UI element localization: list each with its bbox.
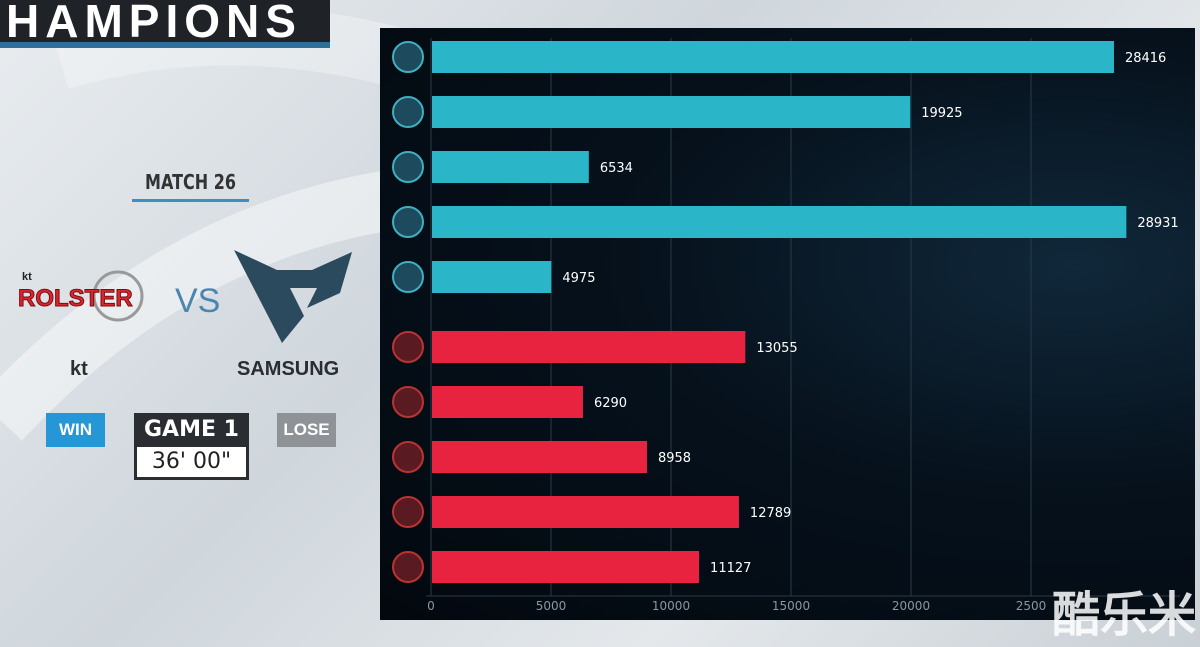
champion-icon — [392, 551, 424, 583]
bar-red-5 — [432, 551, 700, 583]
bar-value-label: 8958 — [658, 451, 691, 466]
bar-value-label: 19925 — [921, 106, 962, 121]
champion-icon — [392, 41, 424, 73]
champion-icon — [392, 96, 424, 128]
bar-blue-5 — [432, 261, 552, 293]
champion-icon — [392, 441, 424, 473]
chart-panel: 0 5000 10000 15000 20000 2500 28416 19925 6534 28… — [380, 28, 1195, 620]
x-tick-label: 5000 — [536, 599, 567, 613]
x-tick-label: 2500 — [1016, 599, 1047, 613]
x-tick-label: 0 — [427, 599, 435, 613]
page-title: HAMPIONS — [6, 0, 302, 47]
team-left-name: kt — [70, 358, 88, 380]
bar-blue-4 — [432, 206, 1127, 238]
match-label: MATCH 26 — [145, 170, 236, 194]
bar-value-label: 12789 — [750, 506, 791, 521]
damage-bar-chart: 0 5000 10000 15000 20000 2500 28416 19925 6534 28… — [392, 38, 1180, 613]
bar-value-label: 13055 — [756, 341, 797, 356]
game-number: GAME 1 — [134, 413, 249, 447]
x-tick-label: 10000 — [652, 599, 690, 613]
lose-badge: LOSE — [277, 413, 336, 447]
title-bar: HAMPIONS — [0, 0, 330, 48]
champion-icon — [392, 496, 424, 528]
bar-red-2 — [432, 386, 583, 418]
bar-value-label: 6534 — [600, 161, 633, 176]
vs-label: VS — [175, 282, 221, 320]
team-right-name: SAMSUNG — [237, 358, 340, 380]
champion-icon — [392, 331, 424, 363]
bar-red-4 — [432, 496, 739, 528]
win-badge: WIN — [46, 413, 105, 447]
bar-value-label: 11127 — [710, 561, 751, 576]
bar-value-label: 28416 — [1125, 51, 1166, 66]
svg-text:kt: kt — [22, 271, 32, 283]
match-underline — [132, 199, 249, 202]
kt-rolster-logo: kt ROLSTER — [18, 270, 144, 322]
champion-icon — [392, 261, 424, 293]
bar-blue-3 — [432, 151, 589, 183]
bar-blue-1 — [432, 41, 1114, 73]
bar-value-label: 28931 — [1137, 216, 1178, 231]
x-tick-label: 15000 — [772, 599, 810, 613]
bar-red-3 — [432, 441, 647, 473]
watermark: 酷乐米 — [1052, 589, 1197, 642]
bar-blue-2 — [432, 96, 911, 128]
bar-value-label: 4975 — [562, 271, 595, 286]
bar-value-label: 6290 — [594, 396, 627, 411]
champion-icon — [392, 151, 424, 183]
bar-red-1 — [432, 331, 746, 363]
champion-icon — [392, 386, 424, 418]
x-tick-label: 20000 — [892, 599, 930, 613]
svg-text:ROLSTER: ROLSTER — [18, 285, 133, 312]
game-duration: 36' 00" — [134, 447, 249, 480]
champion-icon — [392, 206, 424, 238]
samsung-logo — [234, 250, 352, 343]
